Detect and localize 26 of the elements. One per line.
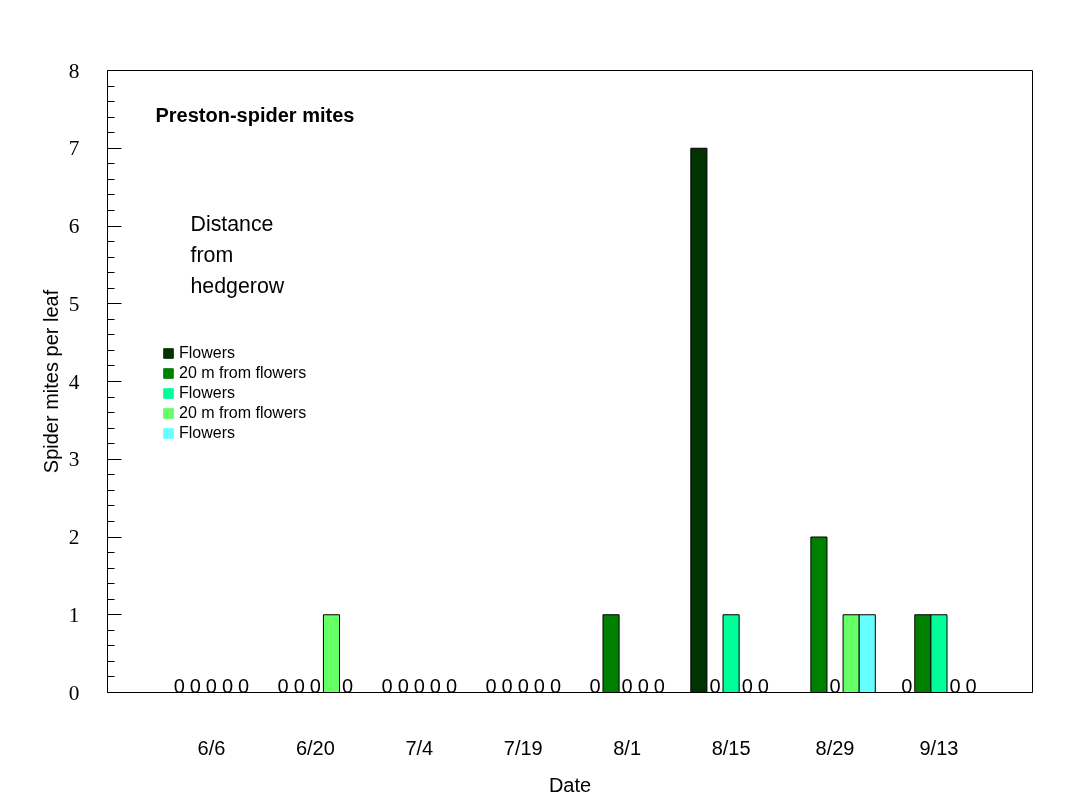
y-axis-title: Spider mites per leaf	[39, 289, 62, 474]
y-tick-label: 4	[68, 369, 80, 394]
x-tick-label: 7/4	[405, 736, 434, 759]
x-axis-title: Date	[548, 773, 592, 796]
legend-label: Flowers	[179, 344, 236, 362]
legend-title: Distance from hedgerow	[190, 212, 285, 299]
y-tick-label: 5	[68, 291, 80, 316]
y-tick-label: 0	[68, 680, 80, 705]
x-tick-label: 6/20	[295, 736, 335, 759]
x-tick-label: 9/13	[919, 736, 959, 759]
x-tick-label: 7/19	[503, 736, 543, 759]
y-tick-label: 3	[68, 447, 80, 472]
y-tick-label: 8	[68, 58, 80, 83]
text: Preston-spider mites	[155, 103, 355, 126]
legend-label: 20 m from flowers	[179, 404, 307, 422]
legend-label: 20 m from flowers	[179, 364, 307, 382]
y-tick-label: 7	[68, 136, 80, 161]
legend-label: Flowers	[179, 424, 236, 442]
x-tick-label: 8/1	[613, 736, 642, 759]
y-tick-label: 1	[68, 602, 80, 627]
y-tick-label: 2	[68, 525, 80, 549]
y-tick-label: 6	[68, 214, 80, 238]
x-tick-label: 8/15	[711, 736, 751, 759]
x-tick-label: 6/6	[197, 736, 226, 759]
legend-label: Flowers	[179, 384, 236, 402]
x-tick-label: 8/29	[815, 736, 855, 759]
